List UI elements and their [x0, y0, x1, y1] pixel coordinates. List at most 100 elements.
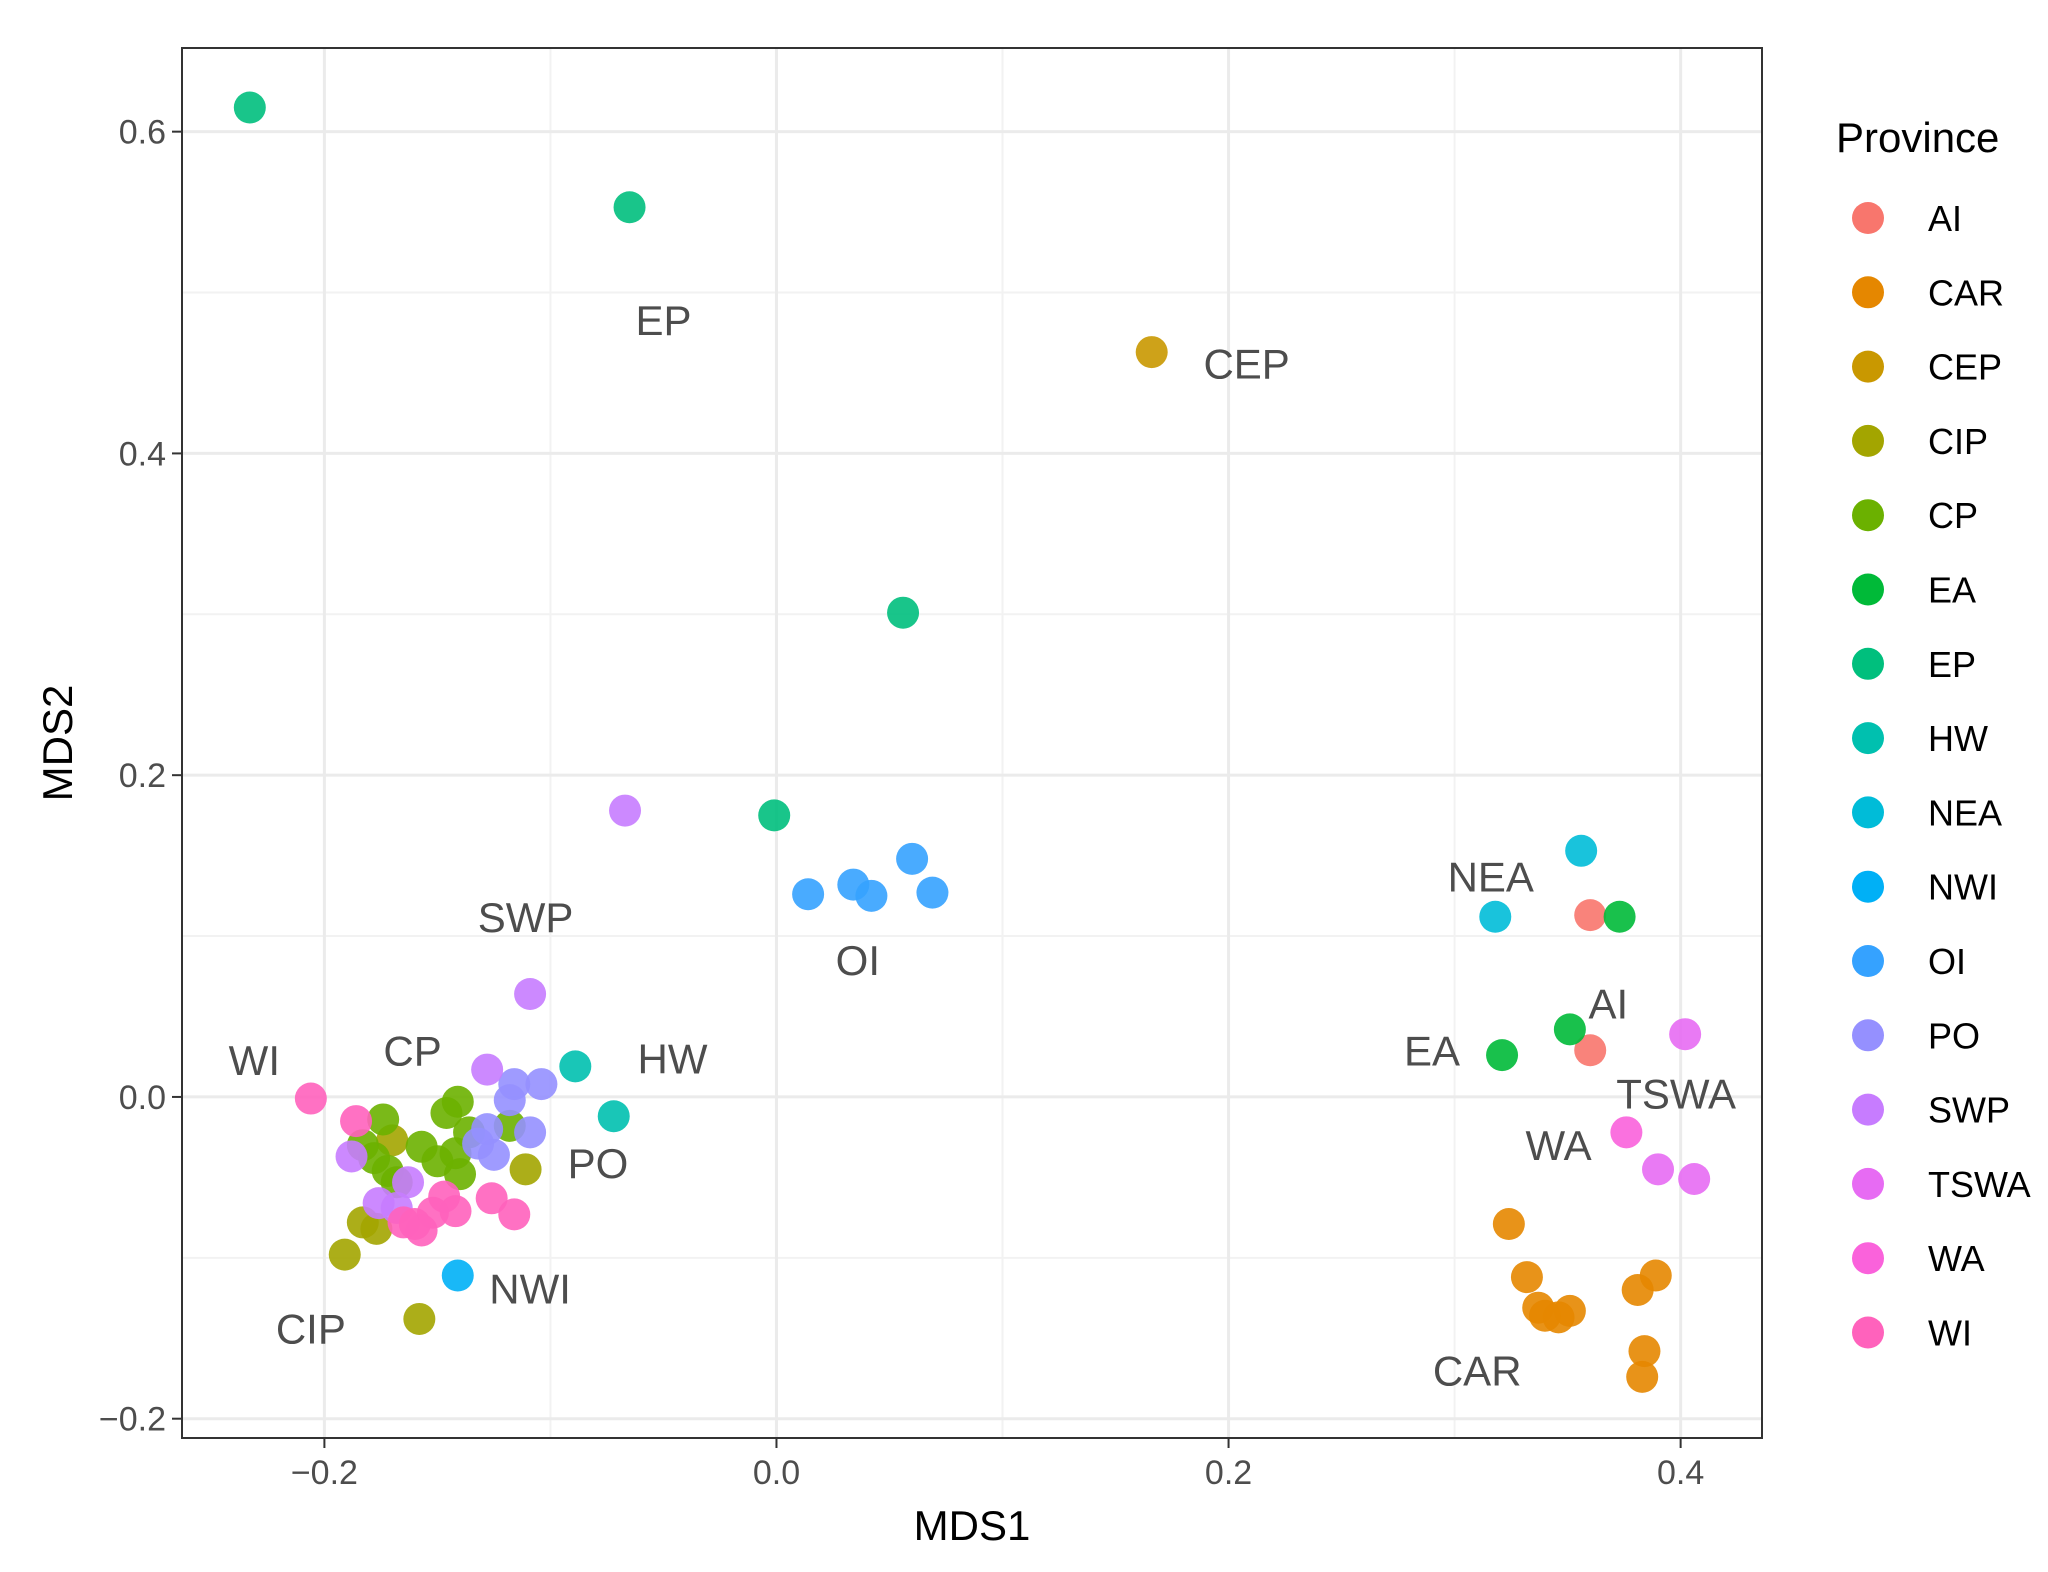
y-tick-label: 0.4: [119, 435, 166, 473]
legend-key-ea: [1852, 573, 1884, 606]
data-points: [233, 91, 1711, 1393]
legend-label-wi: WI: [1928, 1313, 1972, 1354]
point-cp: [441, 1085, 474, 1118]
point-hw: [597, 1100, 630, 1133]
point-cep: [1135, 336, 1168, 369]
legend-key-tswa: [1852, 1167, 1884, 1200]
legend-key-cp: [1852, 499, 1884, 532]
x-tick-label: 0.2: [1205, 1454, 1252, 1492]
point-ep: [233, 91, 266, 124]
legend-label-ai: AI: [1928, 198, 1962, 239]
point-car: [1492, 1208, 1525, 1241]
legend-key-ai: [1852, 202, 1884, 234]
annotation-label: OI: [836, 937, 880, 984]
point-swp: [392, 1166, 425, 1199]
grid-lines: [182, 48, 1762, 1438]
point-wi: [340, 1105, 373, 1138]
point-car: [1626, 1360, 1659, 1393]
legend-key-ep: [1852, 647, 1884, 680]
axes: −0.2 0.0 0.2 0.4 −0.2 0.0 0.2 0.4 0.6: [99, 114, 1704, 1492]
legend-key-cep: [1852, 350, 1884, 383]
point-cip: [403, 1302, 436, 1335]
point-swp: [609, 794, 642, 827]
annotation-label: TSWA: [1616, 1071, 1736, 1118]
legend-key-nea: [1852, 796, 1884, 829]
legend-key-cip: [1852, 424, 1884, 457]
point-oi: [916, 876, 949, 909]
point-swp: [335, 1140, 368, 1173]
legend-label-car: CAR: [1928, 272, 2004, 313]
annotation-label: CP: [383, 1027, 441, 1074]
legend-label-ep: EP: [1928, 644, 1976, 685]
legend-title: Province: [1836, 114, 1999, 161]
y-axis-title: MDS2: [34, 685, 81, 802]
y-tick-label: 0.0: [119, 1079, 166, 1117]
point-ep: [758, 799, 791, 832]
point-wa: [1610, 1116, 1643, 1149]
point-hw: [559, 1050, 592, 1083]
annotation-label: WI: [229, 1037, 280, 1084]
point-ep: [613, 191, 646, 224]
annotation-label: EP: [635, 297, 691, 344]
point-ea: [1603, 900, 1636, 933]
point-nea: [1565, 834, 1598, 867]
point-oi: [792, 878, 825, 911]
y-tick-label: 0.6: [119, 114, 166, 152]
legend-key-car: [1852, 276, 1884, 309]
annotation-label: CIP: [276, 1306, 346, 1353]
annotation-label: EA: [1404, 1027, 1460, 1074]
legend-label-cp: CP: [1928, 495, 1978, 536]
y-tick-label: −0.2: [99, 1401, 166, 1439]
y-tick-label: 0.2: [119, 757, 166, 795]
legend-label-ea: EA: [1928, 570, 1976, 611]
legend-label-oi: OI: [1928, 941, 1966, 982]
point-po: [493, 1084, 526, 1117]
legend: Province AI CAR CEP CIP CP EA EP HW NEA NWI OI PO SW…: [1836, 114, 2031, 1354]
annotation-label: CEP: [1203, 340, 1289, 387]
legend-key-hw: [1852, 722, 1884, 755]
legend-label-nea: NEA: [1928, 792, 2002, 833]
legend-key-wi: [1852, 1316, 1884, 1349]
point-wi: [498, 1198, 531, 1231]
point-nea: [1479, 900, 1512, 933]
legend-key-swp: [1852, 1093, 1884, 1126]
legend-label-nwi: NWI: [1928, 867, 1998, 908]
annotation-label: HW: [638, 1035, 708, 1082]
annotation-label: NWI: [489, 1265, 571, 1312]
legend-label-swp: SWP: [1928, 1090, 2010, 1131]
legend-label-cip: CIP: [1928, 421, 1988, 462]
legend-key-nwi: [1852, 870, 1884, 903]
point-cip: [360, 1212, 393, 1245]
point-swp: [514, 977, 547, 1010]
point-tswa: [1642, 1153, 1675, 1186]
point-tswa: [1678, 1162, 1711, 1195]
point-ea: [1553, 1013, 1586, 1046]
point-po: [525, 1068, 558, 1101]
point-ea: [1486, 1039, 1519, 1072]
point-car: [1639, 1259, 1672, 1292]
point-car: [1628, 1335, 1661, 1368]
annotation-label: CAR: [1433, 1347, 1522, 1394]
x-tick-label: 0.0: [753, 1454, 800, 1492]
point-annotations: EP CEP SWP OI WI CP HW PO NWI CIP NEA AI EA TSWA WA CAR: [229, 297, 1736, 1395]
annotation-label: WA: [1526, 1122, 1592, 1169]
x-tick-label: 0.4: [1657, 1454, 1704, 1492]
point-wi: [294, 1082, 327, 1115]
x-axis-title: MDS1: [914, 1502, 1031, 1549]
point-swp: [471, 1053, 504, 1086]
annotation-label: NEA: [1448, 854, 1534, 901]
legend-key-oi: [1852, 945, 1884, 977]
legend-label-po: PO: [1928, 1015, 1980, 1056]
annotation-label: AI: [1588, 981, 1628, 1028]
point-cip: [328, 1238, 361, 1271]
legend-label-cep: CEP: [1928, 347, 2002, 388]
point-nwi: [441, 1259, 474, 1292]
annotation-label: PO: [568, 1140, 629, 1187]
annotation-label: SWP: [478, 894, 574, 941]
point-ai: [1574, 899, 1607, 932]
legend-label-tswa: TSWA: [1928, 1164, 2031, 1205]
point-tswa: [1669, 1018, 1702, 1051]
legend-key-po: [1852, 1019, 1884, 1052]
point-wi: [475, 1182, 508, 1215]
